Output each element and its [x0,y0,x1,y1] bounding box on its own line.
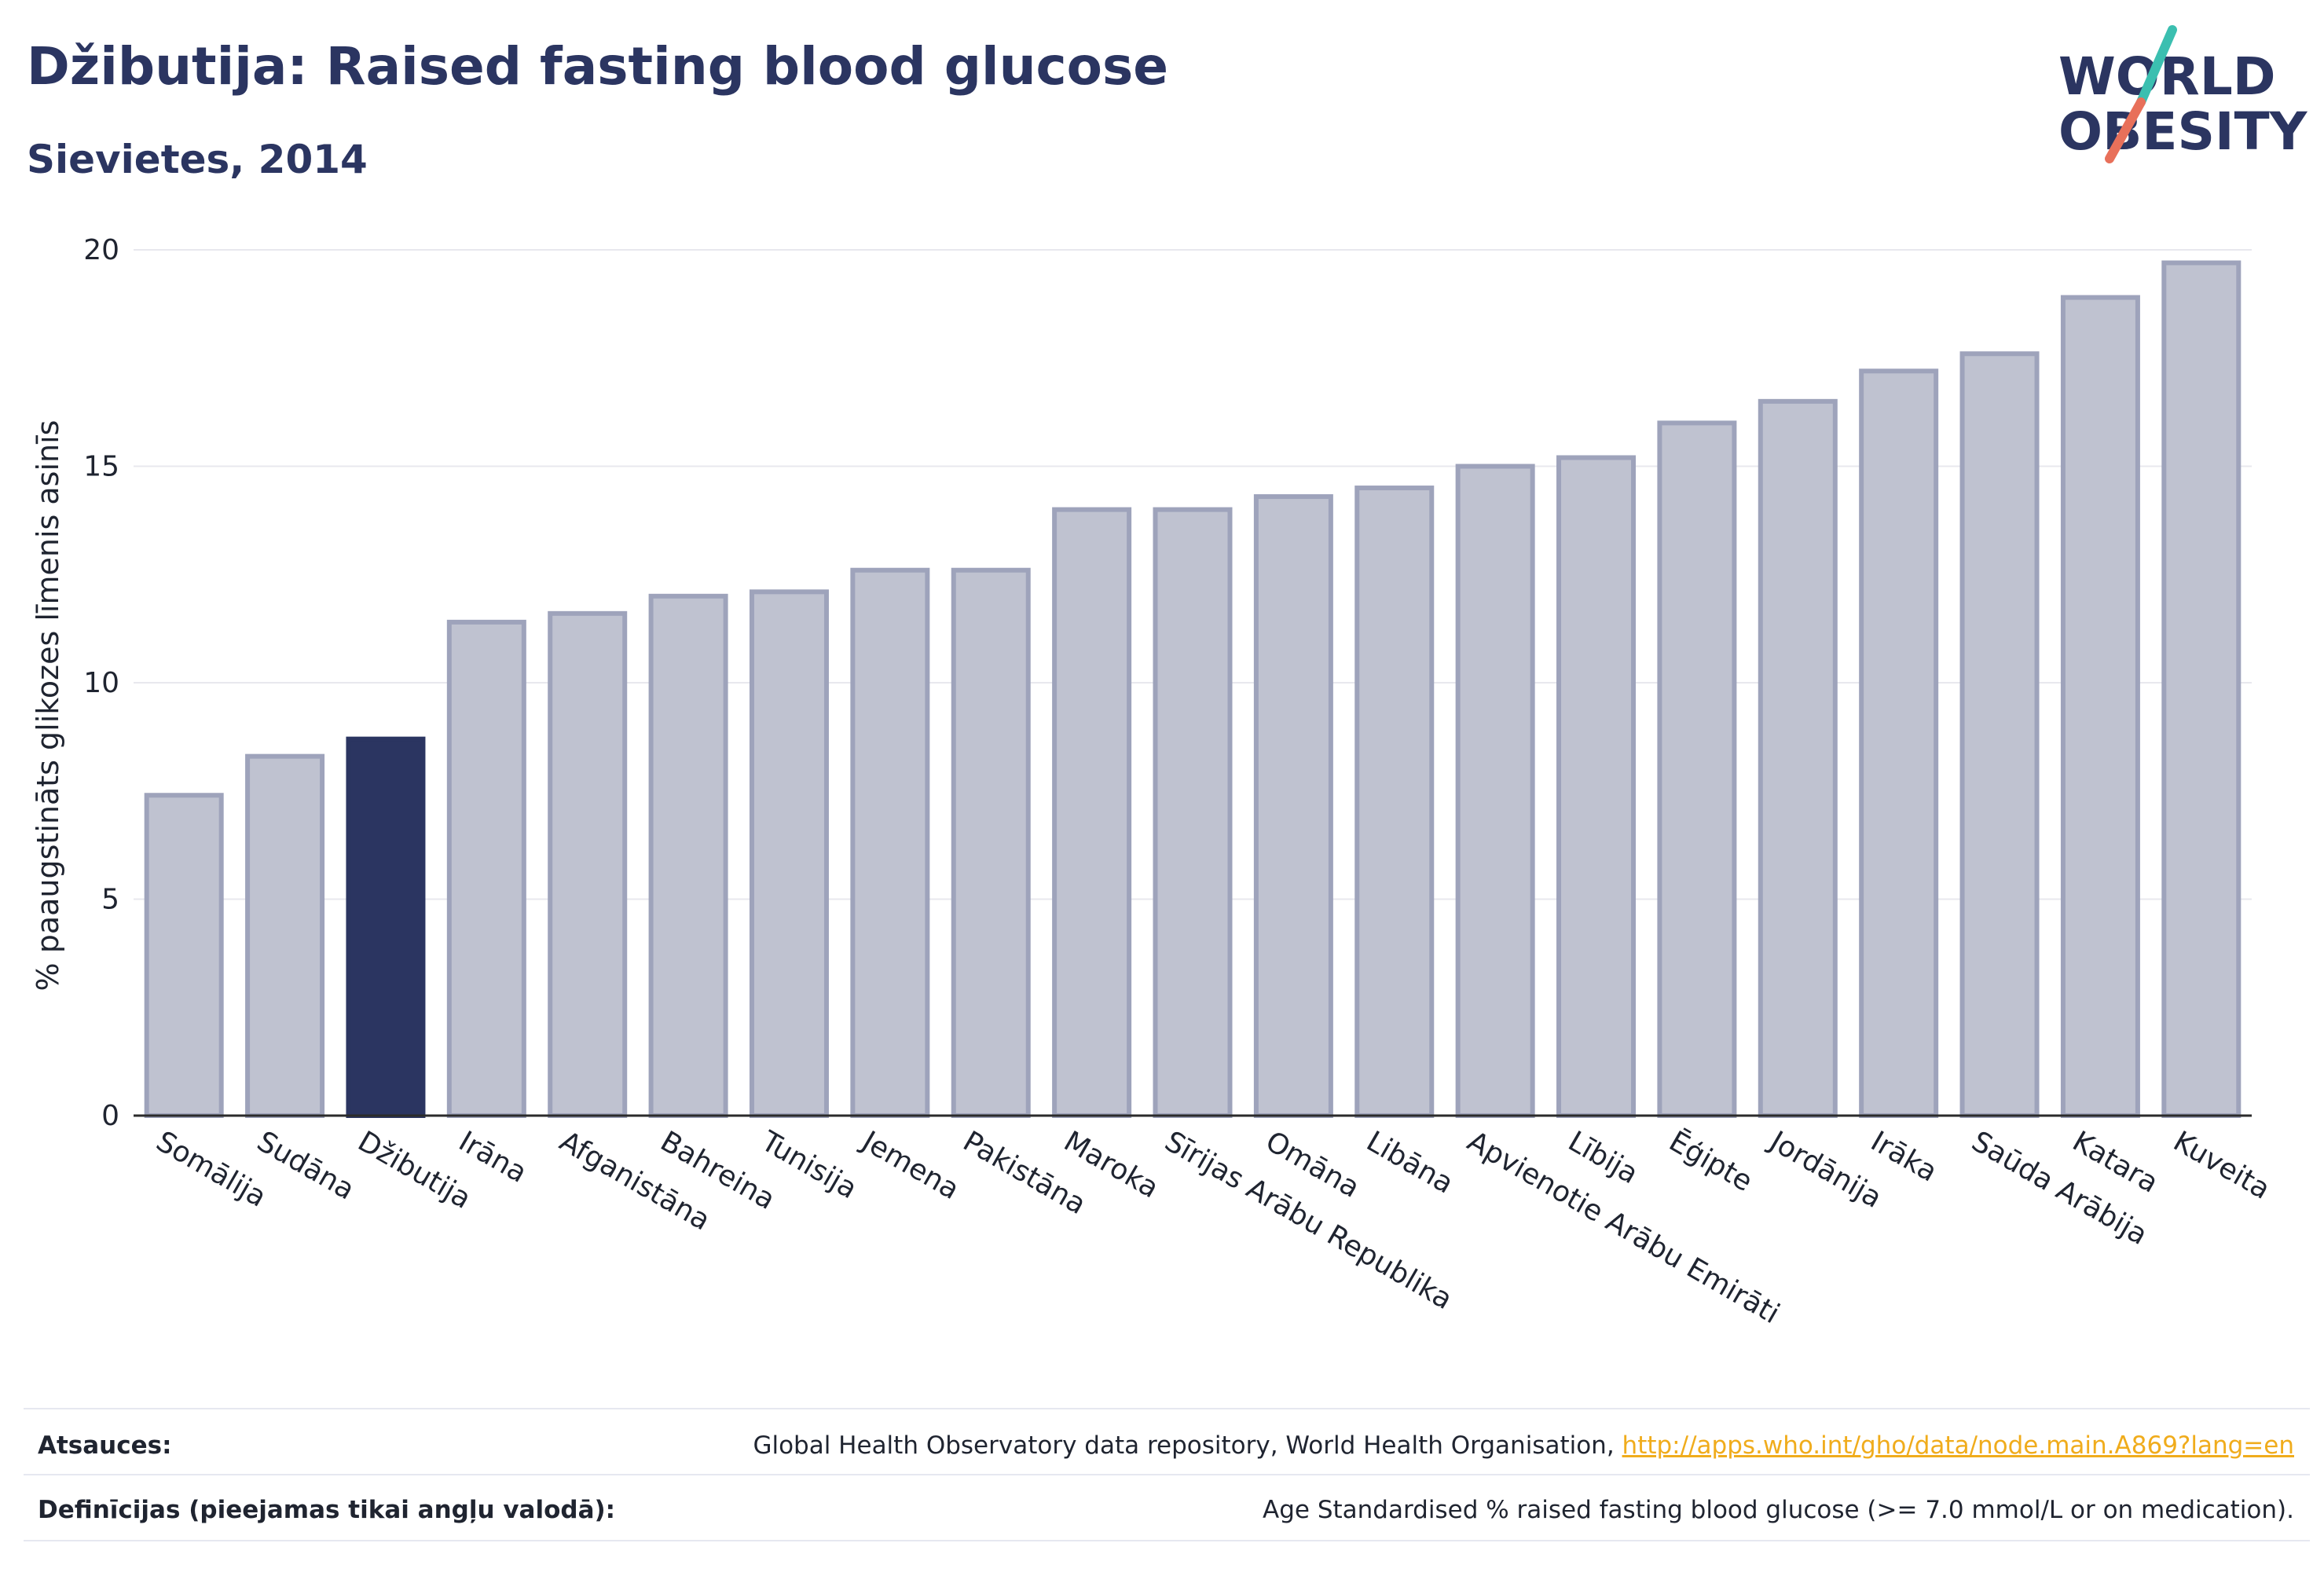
bar-highlight [346,736,426,1118]
sources-link[interactable]: http://apps.who.int/gho/data/node.main.A… [1622,1431,2294,1460]
definitions-label: Definīcijas (pieejamas tikai angļu valod… [38,1496,616,1524]
x-tick-label: Sudāna [251,1125,360,1206]
sources-value: Global Health Observatory data repositor… [753,1431,2294,1460]
world-obesity-logo: WORLD OBESITY [2058,25,2308,163]
x-tick-label: Jemena [856,1124,965,1206]
x-tick-label: Ēģipte [1663,1125,1758,1198]
x-tick-label: Somālija [151,1125,272,1214]
sources-label: Atsauces: [38,1431,172,1460]
bar [144,793,224,1118]
y-axis-label: % paaugstināts glikozes līmenis asinīs [31,420,65,991]
bars [144,260,2242,1119]
bar [1859,368,1939,1118]
x-tick-label: Saūda Arābija [1967,1125,2153,1252]
bar [245,753,325,1118]
bar [446,619,526,1118]
y-tick-label: 10 [83,667,119,699]
bar [850,567,930,1118]
bar [2161,260,2242,1118]
bar [1455,464,1535,1118]
y-tick-label: 15 [83,451,119,483]
footer-divider-middle [24,1474,2310,1475]
x-tick-label: Jordānija [1763,1124,1887,1215]
bar [1052,507,1132,1118]
x-tick-label: Kuveita [2168,1125,2275,1206]
logo-line1: WORLD [2058,46,2276,107]
y-tick-label: 20 [83,234,119,266]
logo-slash-bottom [2105,97,2146,163]
chart-title: Džibutija: Raised fasting blood glucose [27,36,1169,97]
x-tick-label: Irāka [1865,1125,1942,1188]
logo-slash-top [2136,25,2177,107]
bar [1657,420,1737,1118]
bar [951,567,1031,1118]
bar [1253,494,1333,1118]
bar [1959,351,2040,1118]
y-tick-label: 5 [101,884,119,916]
bar [1354,486,1435,1118]
bar [648,593,728,1118]
bar [1556,455,1637,1118]
logo-line2: OBESITY [2058,101,2308,162]
bar [548,610,628,1118]
y-tick-label: 0 [101,1100,119,1132]
bar [2060,295,2140,1118]
x-tick-label: Džibutija [352,1125,476,1215]
chart-subtitle: Sievietes, 2014 [27,137,368,182]
sources-text: Global Health Observatory data repositor… [753,1431,1622,1460]
x-tick-label: Irāna [453,1125,532,1189]
footer-divider-bottom [24,1540,2310,1541]
definitions-value: Age Standardised % raised fasting blood … [1263,1496,2294,1524]
bar [1153,507,1233,1118]
footer-divider-top [24,1408,2310,1409]
x-tick-label: Libāna [1361,1125,1458,1200]
bar [749,589,829,1118]
bar [1758,398,1838,1119]
